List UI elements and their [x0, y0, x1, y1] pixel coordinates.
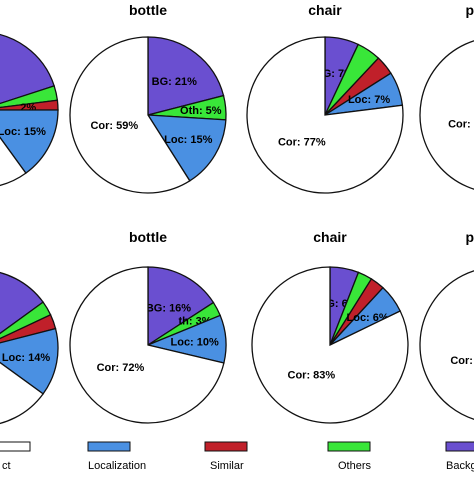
- slice-label-correct: Cor: 5: [448, 119, 474, 131]
- legend-label: Similar: [210, 460, 244, 472]
- legend-swatch: [327, 441, 371, 452]
- legend: ct Localization Similar Others Backgr: [0, 441, 474, 472]
- pie-slice-localization: [146, 114, 227, 182]
- pie-chart: BG: 6%Loc: 6%Cor: 83%chair: [251, 229, 409, 424]
- legend-swatch: [87, 441, 131, 452]
- slice-label-correct: Cor: 59%: [90, 120, 138, 132]
- pie-slice-correct: [419, 40, 474, 190]
- legend-label: Localization: [88, 460, 146, 472]
- pie-slice-background: [0, 33, 56, 105]
- pies-layer: 2%Loc: 15% BG: 21% Oth: 5% Loc: 15% Cor: 59%…: [0, 2, 474, 424]
- pie-slice-localization: [0, 327, 59, 395]
- pie-title: p: [465, 2, 474, 18]
- pie-chart: 2%Loc: 15%: [0, 33, 59, 187]
- pie-title: p: [465, 229, 474, 245]
- legend-label: Backgr: [446, 460, 474, 472]
- legend-label: ct: [2, 460, 11, 472]
- slice-label-others: Oth: 5%: [180, 105, 222, 117]
- pie-slice-correct: [0, 361, 45, 424]
- pie-slice-background: [0, 272, 45, 335]
- slice-label-background: BG: 16%: [146, 302, 191, 314]
- legend-swatch: [0, 441, 31, 452]
- pie-slice-correct: [69, 36, 191, 194]
- pie-title: chair: [313, 229, 347, 245]
- slice-label-localization: Loc: 15%: [0, 126, 46, 138]
- legend-label: Others: [338, 460, 372, 472]
- slice-label-correct: Cor: 6: [450, 355, 474, 367]
- pie-slice-correct: [419, 270, 474, 420]
- slice-label-correct: Cor: 83%: [288, 370, 336, 382]
- pie-title: bottle: [129, 2, 167, 18]
- legend-swatch: [204, 441, 248, 452]
- slice-label-localization: Loc: 10%: [171, 336, 220, 348]
- pie-slice-correct: [246, 36, 404, 194]
- pie-slice-background: [147, 36, 225, 116]
- pie-title: chair: [308, 2, 342, 18]
- pie-chart: BG: 16%th: 3%Loc: 10%Cor: 72%bottle: [69, 229, 227, 424]
- slice-label-correct: Cor: 72%: [97, 362, 145, 374]
- pie-chart: Loc: 14%: [0, 272, 59, 424]
- pie-chart: Cor: 5 p: [419, 2, 474, 190]
- pie-chart: BG: 21% Oth: 5% Loc: 15% Cor: 59% bottle: [69, 2, 227, 194]
- slice-label-localization: Loc: 14%: [2, 352, 51, 364]
- slice-label-localization: Loc: 15%: [164, 134, 213, 146]
- pie-title: bottle: [129, 229, 167, 245]
- pie-slice-background: [147, 266, 215, 347]
- slice-label-localization: Loc: 7%: [348, 94, 390, 106]
- pie-chart: BG: 7%Loc: 7%Cor: 77%chair: [246, 2, 404, 194]
- slice-label-correct: Cor: 77%: [278, 136, 326, 148]
- slice-label-background: BG: 21%: [152, 76, 197, 88]
- pie-slice-correct: [251, 266, 409, 424]
- pie-chart: Cor: 6 p: [419, 229, 474, 420]
- legend-swatch: [445, 441, 474, 452]
- pie-slice-correct: [0, 136, 27, 187]
- pie-slice-correct: [69, 266, 225, 424]
